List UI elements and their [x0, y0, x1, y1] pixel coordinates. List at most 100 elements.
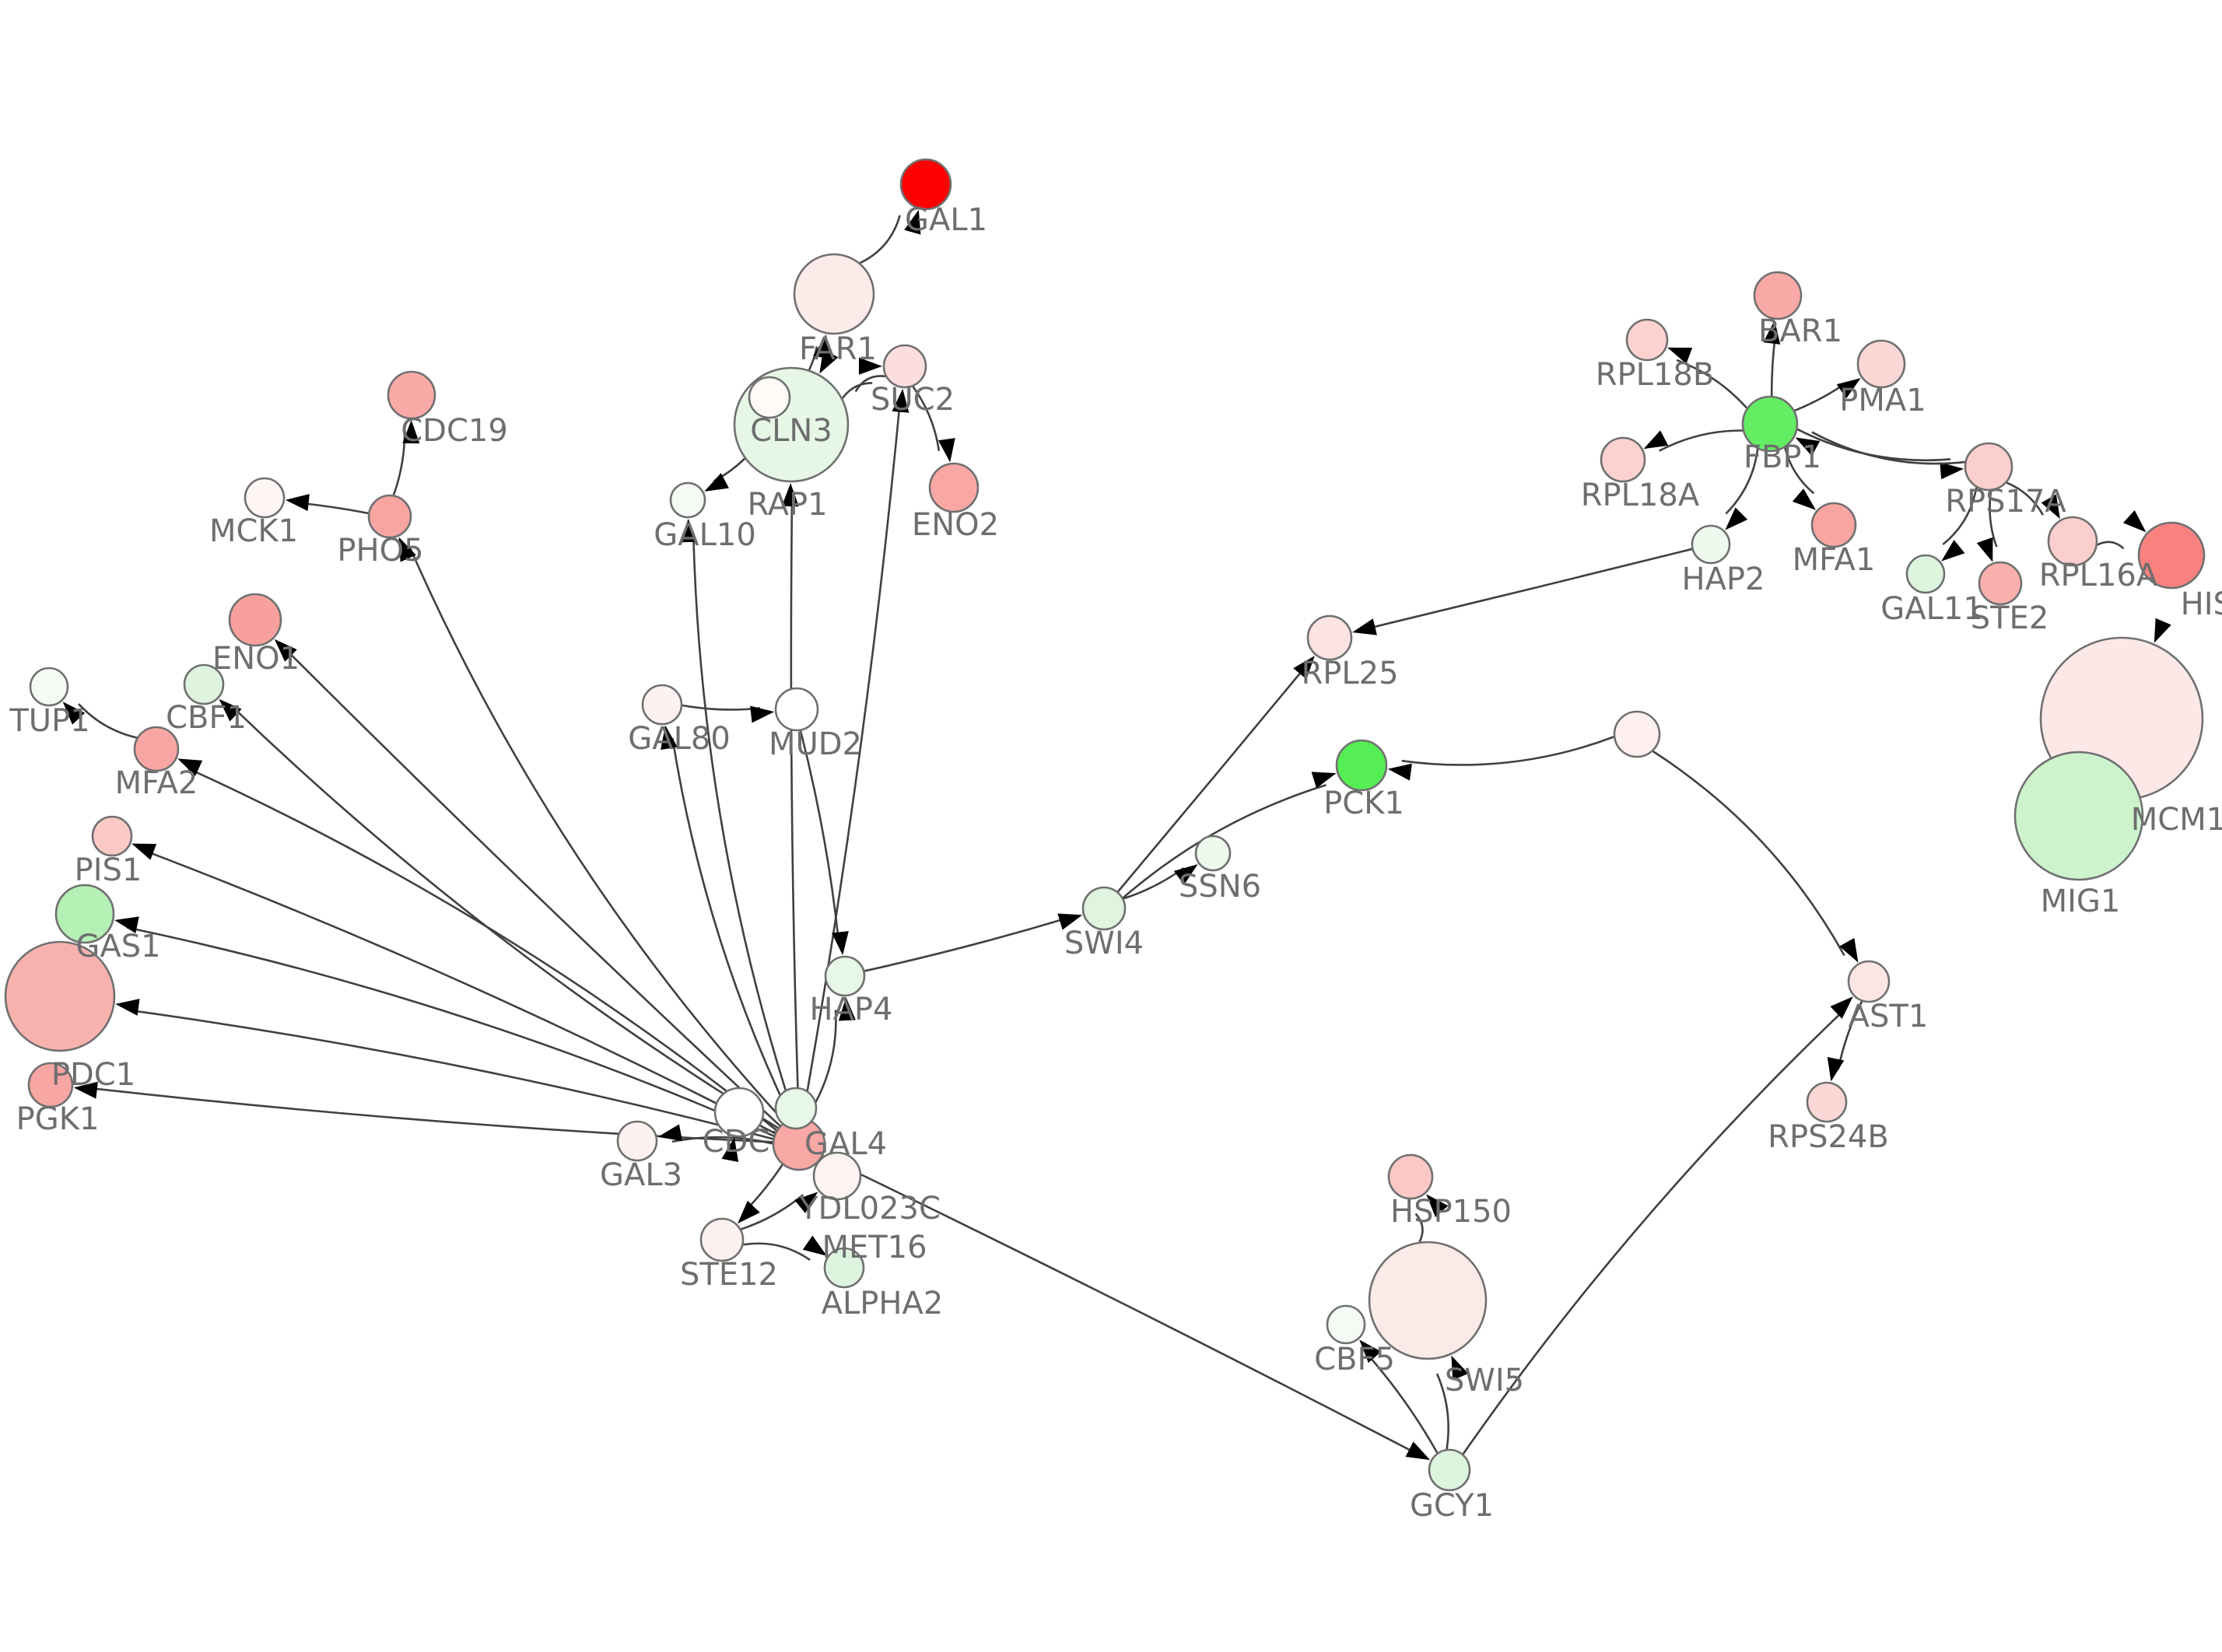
node-hap2[interactable]	[1691, 524, 1731, 565]
edge-gcy1-to-cbf5	[1365, 1351, 1439, 1454]
node-label-gcy1: GCY1	[1410, 1488, 1494, 1524]
node-mig1[interactable]	[2013, 751, 2144, 881]
node-label-rpl18b: RPL18B	[1596, 357, 1715, 393]
node-mfa2[interactable]	[133, 726, 180, 772]
node-label-swi5: SWI5	[1445, 1363, 1524, 1398]
edge-fbp1-to-mfa1	[1783, 447, 1815, 495]
node-hap4hub[interactable]	[774, 1087, 818, 1130]
arrowhead-swi5	[1451, 1355, 1469, 1381]
arrowhead-fbp1	[1795, 437, 1821, 457]
node-label-hsp150: HSP150	[1390, 1194, 1512, 1230]
node-ste2[interactable]	[1978, 561, 2023, 606]
node-pho5[interactable]	[367, 494, 412, 539]
node-swi5[interactable]	[1368, 1241, 1488, 1360]
node-gal1[interactable]	[899, 158, 952, 211]
edge-gal4-to-gas1	[126, 926, 775, 1137]
nodes-layer	[4, 158, 2206, 1492]
node-pma1[interactable]	[1856, 339, 1906, 389]
arrowhead-ste2	[1976, 537, 1993, 562]
arrowhead-rpl18a	[1643, 430, 1669, 450]
node-hap4[interactable]	[824, 955, 866, 997]
node-gal11[interactable]	[1905, 554, 1946, 594]
node-gas1[interactable]	[54, 884, 115, 944]
node-rps17a[interactable]	[1964, 442, 2013, 492]
node-mck1[interactable]	[244, 477, 286, 519]
arrowhead-hsp150	[1426, 1194, 1449, 1217]
node-rpl16a[interactable]	[2047, 516, 2098, 567]
node-tup1[interactable]	[29, 667, 69, 707]
node-fbp1[interactable]	[1741, 395, 1799, 453]
node-cdc19[interactable]	[387, 370, 436, 420]
node-cdc[interactable]	[713, 1087, 765, 1138]
edge-hap4-to-swi4	[864, 916, 1069, 972]
edge-gal4-to-pho5	[408, 546, 786, 1123]
arrowhead-ssn6	[1173, 864, 1198, 885]
node-label-gal3: GAL3	[600, 1157, 682, 1193]
node-pis1[interactable]	[91, 815, 133, 857]
node-label-mcm1: MCM1	[2131, 802, 2222, 838]
arrowhead-mfa1	[1792, 488, 1816, 510]
arrowhead-gal10	[704, 473, 729, 492]
node-label-mfa1: MFA1	[1793, 542, 1876, 578]
node-label-hap2: HAP2	[1681, 562, 1765, 597]
node-ast1[interactable]	[1847, 960, 1891, 1003]
node-pdc1[interactable]	[4, 940, 116, 1052]
node-swi4[interactable]	[1081, 886, 1127, 931]
edge-fbp1-to-rpl18a	[1659, 429, 1744, 452]
node-eno1[interactable]	[228, 593, 282, 647]
node-midnode[interactable]	[1613, 710, 1661, 758]
arrowhead-gal10	[680, 518, 698, 543]
node-rps24b[interactable]	[1806, 1081, 1848, 1123]
node-mud2[interactable]	[774, 687, 819, 732]
arrowhead-eno2	[938, 438, 955, 463]
node-gcy1[interactable]	[1428, 1448, 1471, 1492]
node-bar1[interactable]	[1753, 271, 1803, 320]
arrowhead-gal1	[904, 209, 921, 235]
node-mfa1[interactable]	[1810, 502, 1857, 548]
node-far1[interactable]	[793, 253, 875, 335]
edge-cln3-to-far1	[808, 346, 818, 371]
edge-swi4-to-rpl25	[1116, 666, 1307, 893]
node-pgk1[interactable]	[27, 1062, 74, 1108]
node-ste12[interactable]	[699, 1217, 745, 1262]
node-ssn6[interactable]	[1194, 835, 1232, 872]
arrowhead-gcy1	[1405, 1441, 1431, 1461]
node-label-far1: FAR1	[799, 331, 877, 367]
node-rpl18b[interactable]	[1625, 318, 1669, 362]
node-hsp150[interactable]	[1387, 1153, 1434, 1200]
node-cbf1[interactable]	[183, 663, 225, 705]
arrowhead-pck1	[1311, 772, 1337, 789]
node-eno2[interactable]	[928, 462, 980, 513]
node-suc2[interactable]	[882, 344, 927, 389]
arrowhead-swi4	[1057, 913, 1083, 930]
node-gal10[interactable]	[669, 481, 706, 519]
edge-suc2-to-eno2	[912, 386, 941, 451]
node-label-eno2: ENO2	[912, 507, 999, 543]
node-alpha2[interactable]	[823, 1247, 865, 1289]
arrowhead-cdc	[721, 1137, 739, 1162]
edge-pho5-to-mck1	[299, 502, 369, 515]
arrowhead-cln3	[781, 482, 799, 507]
node-cbf5[interactable]	[1326, 1304, 1366, 1345]
node-rpl18a[interactable]	[1600, 436, 1646, 483]
node-gal3[interactable]	[616, 1120, 658, 1162]
node-label-rpl16a: RPL16A	[2039, 558, 2158, 593]
node-gal80[interactable]	[641, 684, 683, 726]
edge-rps17a-to-ste2	[1989, 490, 1998, 548]
edges-layer	[62, 209, 2171, 1461]
arrowhead-pck1	[1387, 763, 1412, 781]
arrowhead-ast1	[1839, 937, 1859, 963]
edge-midnode-to-pck1	[1401, 736, 1614, 766]
node-rap1[interactable]	[748, 376, 791, 419]
arrowhead-mud2	[750, 705, 775, 723]
node-label-cdc19: CDC19	[401, 413, 508, 449]
arrowhead-eno1	[274, 639, 297, 662]
node-ydl023c[interactable]	[812, 1151, 862, 1201]
node-his4[interactable]	[2137, 521, 2206, 590]
edge-fbp1-to-rpl18b	[1676, 359, 1748, 409]
edge-swi5-to-hsp150	[1414, 1213, 1424, 1243]
node-pck1[interactable]	[1335, 739, 1388, 792]
arrowhead-pho5	[398, 537, 416, 562]
node-rpl25[interactable]	[1306, 614, 1353, 661]
